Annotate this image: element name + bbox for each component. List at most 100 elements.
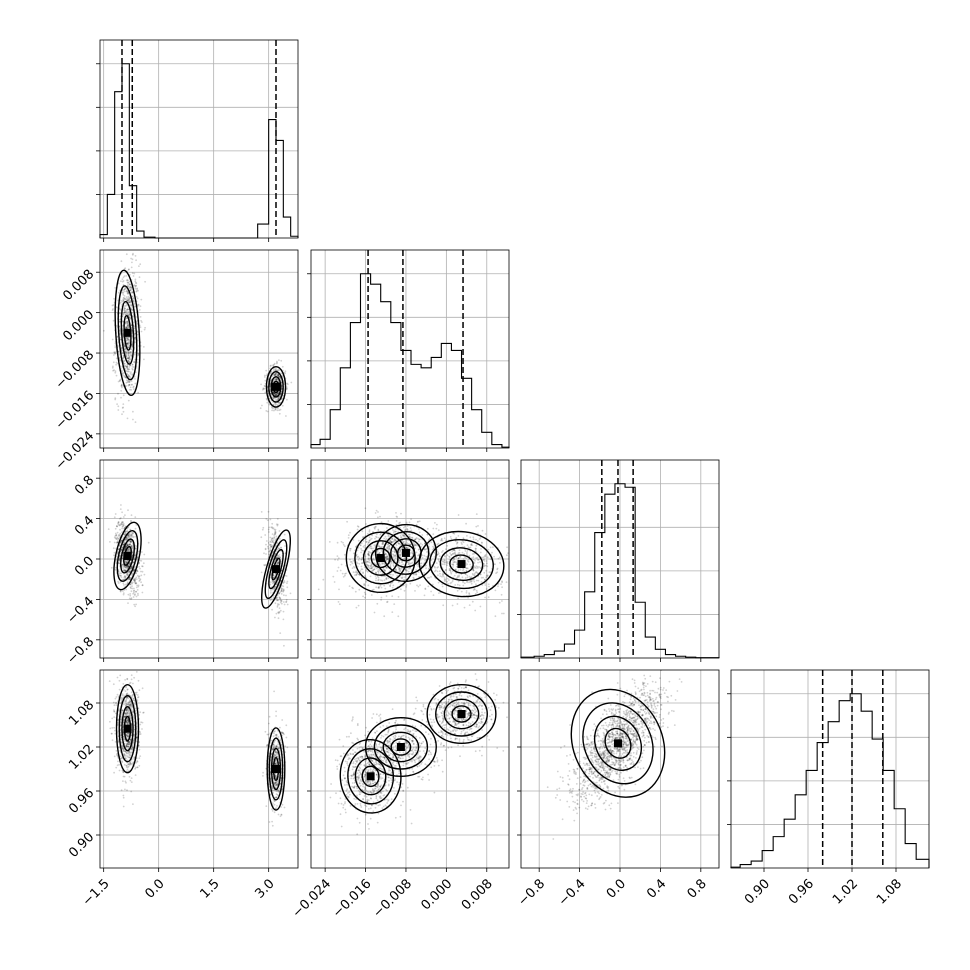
scatter-point: [271, 375, 274, 378]
scatter-point: [265, 369, 268, 372]
scatter-point: [128, 358, 131, 361]
histogram-step: [520, 483, 720, 659]
scatter-point: [130, 674, 133, 677]
scatter-point: [360, 565, 363, 568]
scatter-point: [372, 557, 374, 560]
scatter-point: [488, 571, 491, 574]
scatter-point: [449, 552, 451, 554]
scatter-point: [277, 373, 280, 376]
scatter-point: [435, 527, 438, 530]
scatter-point: [368, 539, 371, 542]
scatter-point: [375, 567, 378, 570]
axis-frame: [730, 669, 930, 869]
scatter-point: [130, 545, 133, 547]
scatter-point: [279, 609, 282, 612]
scatter-point: [376, 552, 379, 555]
scatter-point: [364, 558, 366, 560]
scatter-point: [444, 569, 447, 571]
scatter-point: [356, 556, 359, 558]
scatter-point: [120, 698, 123, 701]
scatter-point: [133, 388, 135, 391]
scatter-point: [409, 527, 412, 529]
scatter-point: [131, 534, 134, 536]
scatter-point: [129, 570, 132, 572]
scatter-point: [440, 537, 443, 540]
scatter-point: [400, 512, 402, 515]
scatter-point: [127, 565, 130, 568]
scatter-point: [354, 574, 356, 576]
scatter-point: [446, 577, 449, 580]
scatter-point: [127, 352, 130, 355]
scatter-point: [285, 601, 287, 603]
scatter-point: [375, 579, 377, 582]
scatter-point: [399, 549, 401, 552]
scatter-point: [276, 542, 279, 545]
scatter-point: [472, 558, 475, 561]
scatter-point: [133, 603, 136, 606]
scatter-point: [462, 569, 464, 572]
scatter-point: [281, 365, 284, 368]
scatter-point: [131, 749, 134, 751]
scatter-point: [133, 579, 136, 582]
scatter-point: [126, 357, 129, 360]
scatter-point: [273, 528, 276, 531]
scatter-point: [282, 589, 285, 591]
scatter-point: [367, 541, 370, 544]
scatter-point: [472, 569, 475, 572]
scatter-point: [444, 559, 446, 562]
scatter-point: [134, 580, 136, 583]
scatter-point: [455, 536, 458, 539]
scatter-point: [122, 292, 124, 294]
scatter-point: [393, 539, 396, 542]
scatter-point: [121, 546, 124, 549]
scatter-point: [119, 590, 122, 592]
scatter-point: [403, 578, 405, 581]
scatter-point: [132, 561, 135, 564]
scatter-point: [380, 579, 382, 581]
histogram-panel: [727, 669, 930, 872]
scatter-point: [413, 573, 415, 576]
scatter-point: [507, 552, 509, 554]
scatter-point: [466, 563, 469, 566]
scatter-point: [269, 544, 271, 546]
scatter-point: [123, 540, 126, 543]
scatter-point: [127, 380, 129, 382]
scatter-point: [129, 289, 132, 291]
scatter-point: [123, 275, 126, 277]
scatter-point: [477, 558, 479, 561]
scatter-point: [129, 301, 132, 303]
scatter-point: [454, 540, 457, 542]
scatter-point: [379, 564, 382, 566]
scatter-point: [397, 558, 399, 561]
scatter-point: [127, 338, 129, 341]
scatter-point: [398, 575, 401, 578]
scatter-point: [136, 766, 139, 769]
scatter-point: [274, 394, 277, 396]
scatter-point: [280, 589, 283, 592]
scatter-point: [109, 727, 112, 730]
scatter-point: [125, 296, 128, 298]
scatter-point: [485, 560, 488, 562]
scatter-point: [437, 559, 440, 562]
scatter-point: [381, 579, 384, 582]
scatter-point: [465, 522, 467, 525]
scatter-point: [119, 312, 121, 315]
scatter-point: [275, 523, 278, 526]
scatter-point: [126, 370, 129, 373]
scatter-point: [128, 312, 131, 315]
scatter-point: [278, 611, 280, 613]
scatter-point: [500, 583, 502, 585]
scatter-point: [497, 557, 500, 560]
scatter-point: [125, 290, 128, 293]
scatter-point: [125, 279, 128, 282]
scatter-point: [126, 365, 129, 368]
scatter-point: [454, 584, 457, 586]
scatter-point: [119, 379, 121, 382]
scatter-point: [125, 708, 127, 711]
scatter-point: [466, 574, 469, 577]
scatter-point: [380, 586, 383, 589]
scatter-point: [126, 549, 129, 552]
scatter-point: [126, 544, 128, 547]
scatter-point: [465, 557, 467, 559]
scatter-point: [275, 562, 278, 564]
